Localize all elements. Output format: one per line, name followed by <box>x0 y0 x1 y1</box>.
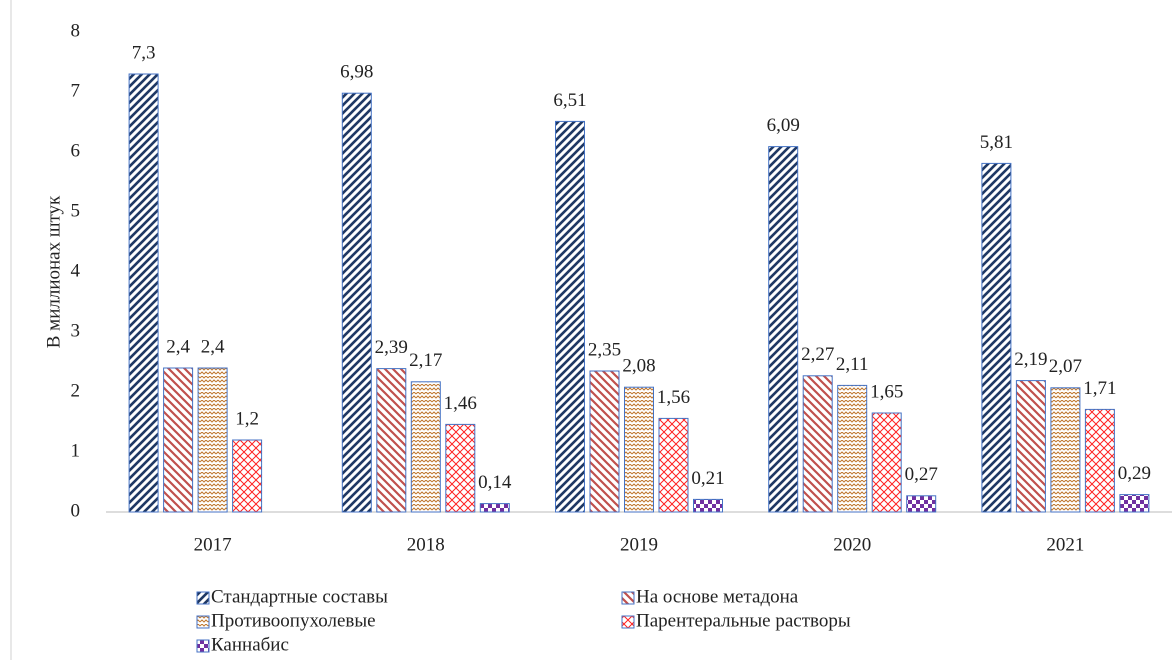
legend-label: Парентеральные растворы <box>636 610 851 631</box>
data-label: 2,17 <box>409 350 442 371</box>
data-label: 6,98 <box>340 62 373 83</box>
y-tick-label: 7 <box>71 80 81 101</box>
y-tick-label: 6 <box>71 140 81 161</box>
data-label: 6,09 <box>767 115 800 136</box>
data-label: 2,4 <box>166 336 190 357</box>
data-label: 0,27 <box>905 464 938 485</box>
legend-label: Каннабис <box>211 634 289 655</box>
bar <box>981 162 1012 513</box>
bar <box>768 146 799 513</box>
x-tick-label: 2017 <box>194 534 232 555</box>
bar <box>1119 494 1150 513</box>
legend-label: Стандартные составы <box>211 586 388 607</box>
data-label: 5,81 <box>980 132 1013 153</box>
y-axis-label: В миллионах штук <box>43 195 64 348</box>
data-label: 1,46 <box>444 393 477 414</box>
x-tick-label: 2020 <box>833 534 871 555</box>
data-label: 6,51 <box>553 90 586 111</box>
data-label: 1,65 <box>870 381 903 402</box>
bar <box>837 384 868 513</box>
bar <box>376 368 407 513</box>
data-label: 2,4 <box>201 336 225 357</box>
data-label: 2,11 <box>836 354 869 375</box>
x-tick-label: 2019 <box>620 534 658 555</box>
bar <box>445 423 476 513</box>
data-label: 1,71 <box>1083 378 1116 399</box>
bar <box>658 417 689 513</box>
legend-swatch <box>196 591 210 605</box>
legend-swatch <box>621 615 635 629</box>
data-label: 2,19 <box>1014 349 1047 370</box>
bar <box>589 370 620 513</box>
data-label: 2,08 <box>622 356 655 377</box>
bar <box>693 498 723 513</box>
y-tick-label: 8 <box>71 20 81 41</box>
legend-swatch <box>621 591 635 605</box>
legend-label: Противоопухолевые <box>211 610 376 631</box>
bar <box>1084 408 1115 513</box>
data-label: 2,27 <box>801 344 834 365</box>
data-label: 0,29 <box>1118 463 1151 484</box>
data-label: 2,35 <box>588 339 621 360</box>
y-tick-label: 5 <box>71 200 81 221</box>
legend-swatch <box>196 639 210 653</box>
bar <box>197 367 228 513</box>
data-label: 0,21 <box>691 468 724 489</box>
data-label: 2,07 <box>1049 356 1082 377</box>
data-label: 2,39 <box>375 337 408 358</box>
legend-swatch <box>196 615 210 629</box>
data-label: 0,14 <box>478 472 512 493</box>
x-tick-label: 2021 <box>1046 534 1084 555</box>
y-tick-label: 0 <box>71 500 81 521</box>
bar <box>802 375 833 513</box>
data-label: 1,2 <box>235 408 259 429</box>
data-label: 7,3 <box>132 42 156 63</box>
legend-label: На основе метадона <box>636 586 799 607</box>
bar <box>341 92 372 513</box>
bar <box>163 367 194 513</box>
y-tick-label: 3 <box>71 320 81 341</box>
bar <box>624 386 654 513</box>
bar <box>232 439 263 513</box>
bar <box>128 73 159 513</box>
bar <box>871 412 902 513</box>
bar <box>906 495 937 513</box>
bar <box>555 120 585 513</box>
data-label: 1,56 <box>657 387 690 408</box>
bar <box>1015 380 1046 513</box>
y-tick-label: 2 <box>71 380 81 401</box>
bar <box>479 503 510 513</box>
y-tick-label: 1 <box>71 440 81 461</box>
y-tick-label: 4 <box>71 260 81 281</box>
bar <box>410 381 441 513</box>
bar <box>1050 387 1081 513</box>
x-tick-label: 2018 <box>407 534 445 555</box>
